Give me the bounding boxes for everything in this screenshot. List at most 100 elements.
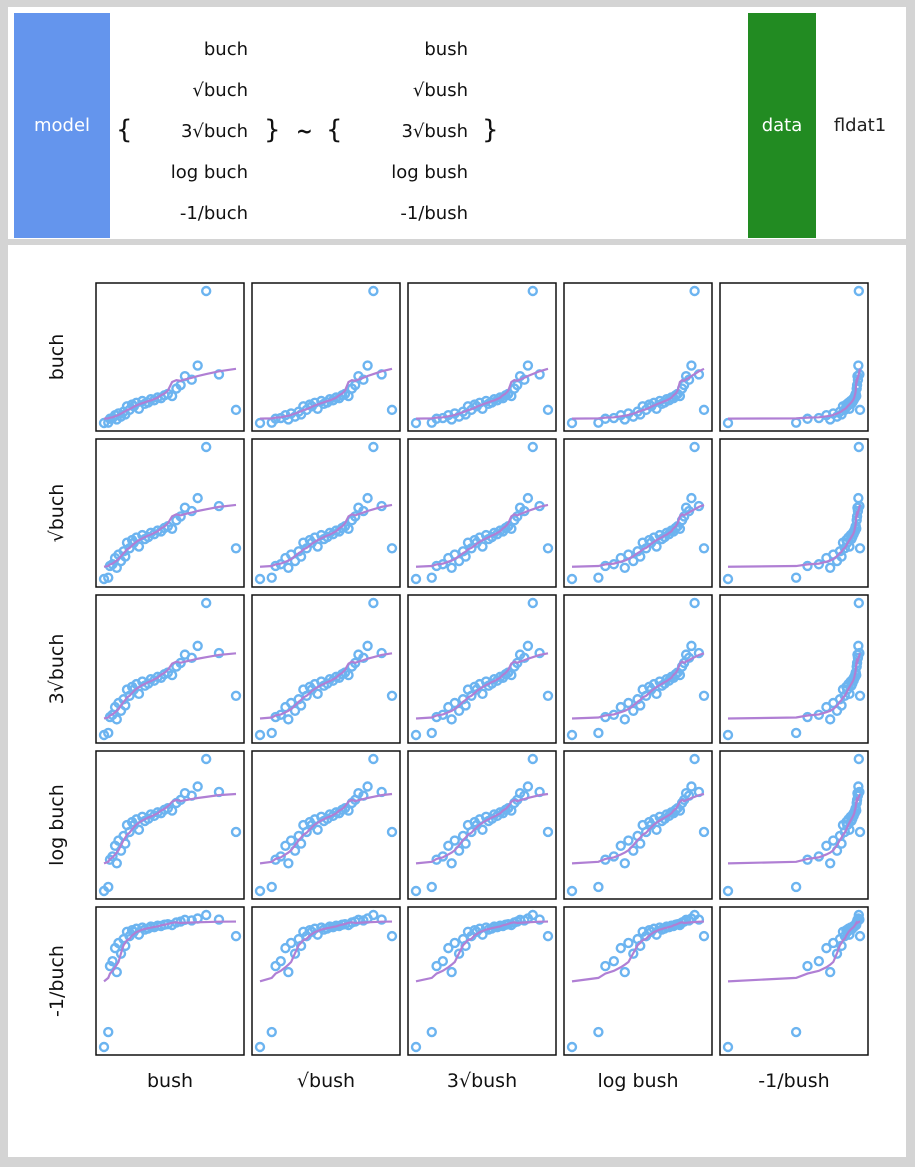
data-point [522,492,534,504]
panel-4-0 [95,906,245,1056]
lhs-transform-item[interactable]: buch [203,39,248,60]
data-point [103,881,114,893]
data-point [506,523,517,535]
smooth-line [727,368,862,420]
smooth-line [571,652,705,720]
data-point [640,690,652,702]
data-point [275,955,286,967]
data-point [175,511,186,522]
data-point [312,541,323,552]
panel-frame [95,438,245,588]
data-point [254,573,266,585]
data-point [512,511,523,522]
data-point [312,688,323,700]
data-point [368,441,379,453]
rhs-open-brace: { [326,115,343,145]
smooth-line [571,920,705,983]
data-point [640,826,652,838]
data-point [854,826,866,838]
data-point [213,914,225,925]
panel-frame [407,594,557,744]
smooth-line [727,793,861,865]
data-point [133,541,145,552]
data-point [854,930,866,942]
data-point [443,942,454,954]
data-point [698,543,710,554]
data-point [477,824,488,835]
rhs-close-brace: } [482,115,499,145]
data-point [698,930,710,942]
data-point [686,781,697,792]
data-point [608,955,620,967]
data-point [98,1041,110,1053]
model-tag[interactable]: model [14,13,110,238]
data-point [640,543,652,554]
data-point [615,942,626,954]
data-point [600,960,611,972]
panel-1-0 [95,438,245,588]
lhs-transform-item[interactable]: log buch [170,162,248,183]
column-label: -1/bush [758,1070,829,1092]
lhs-transform-item[interactable]: -1/buch [179,203,248,224]
data-point [426,572,437,583]
model-header: model { buch √buch 3√buch log buch -1/bu… [8,7,906,239]
data-point [362,492,373,504]
lhs-transform-item[interactable]: 3√buch [180,121,248,142]
data-point [623,697,634,709]
data-point [283,714,294,725]
rhs-transform-item[interactable]: -1/bush [400,203,468,224]
panel-frame [719,594,869,744]
data-point [254,885,266,897]
dataset-name[interactable]: fldat1 [833,115,887,136]
data-point [312,824,323,835]
data-point [790,572,802,583]
data-point [266,881,277,893]
panel-frame [563,594,713,744]
data-point [362,360,373,371]
data-point [343,669,354,681]
data-point [449,835,460,846]
data-point [343,523,354,535]
panel-1-3 [563,438,713,588]
smooth-line [727,504,862,568]
data-point [824,562,836,573]
panel-0-2 [407,282,557,432]
data-point [426,881,437,893]
data-point [410,417,422,429]
data-point [386,930,398,942]
data-point [542,930,554,942]
data-point [466,690,477,702]
data-point [722,885,734,897]
data-point [824,966,836,978]
smooth-line [259,920,393,983]
scatterplot-matrix: buch √buch 3√buch log buch -1/buch bush √bush 3… [46,282,869,1092]
smooth-line [259,652,393,720]
data-point [301,826,312,838]
lhs-transform-item[interactable]: √buch [192,80,248,101]
data-point [790,727,802,739]
panel-0-3 [563,282,713,432]
smooth-line [727,652,862,720]
data-point [527,285,538,297]
data-point [566,729,578,741]
smooth-line [103,652,237,720]
lhs-close-brace: } [264,115,281,145]
rhs-transform-item[interactable]: 3√bush [401,121,468,142]
data-tag[interactable]: data [748,13,816,238]
data-point [410,573,422,585]
data-point [166,669,178,681]
rhs-transform-item[interactable]: √bush [412,80,468,101]
data-point [853,753,865,765]
rhs-transform-item[interactable]: bush [424,39,468,60]
data-point [854,404,866,416]
data-point [449,937,460,949]
data-point [200,285,212,297]
smooth-line [415,920,549,983]
panel-4-4 [719,906,869,1056]
data-point [133,824,145,835]
panel-3-4 [719,750,869,900]
data-point [437,955,449,967]
data-point [506,669,517,681]
rhs-transform-item[interactable]: log bush [391,162,468,183]
data-point [443,840,454,852]
